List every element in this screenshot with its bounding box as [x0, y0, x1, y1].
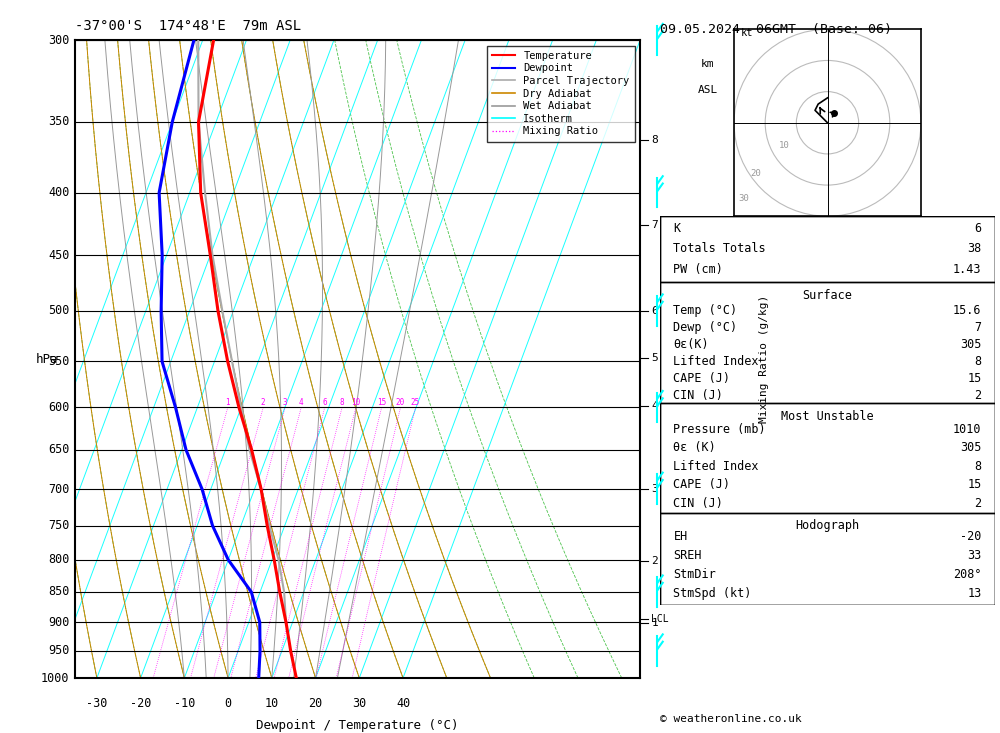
Text: 15: 15 — [377, 399, 386, 408]
Text: 500: 500 — [48, 304, 69, 317]
Text: km: km — [701, 59, 715, 70]
Text: 6: 6 — [322, 399, 327, 408]
Text: 13: 13 — [967, 587, 982, 600]
Text: EH: EH — [673, 530, 688, 542]
Text: -10: -10 — [174, 697, 195, 710]
Text: 350: 350 — [48, 116, 69, 128]
Text: 10: 10 — [351, 399, 360, 408]
Text: 30: 30 — [352, 697, 366, 710]
Legend: Temperature, Dewpoint, Parcel Trajectory, Dry Adiabat, Wet Adiabat, Isotherm, Mi: Temperature, Dewpoint, Parcel Trajectory… — [487, 45, 635, 141]
Text: 20: 20 — [396, 399, 405, 408]
Text: Pressure (mb): Pressure (mb) — [673, 423, 766, 436]
Text: Dewp (°C): Dewp (°C) — [673, 321, 738, 334]
Text: LCL: LCL — [651, 614, 669, 625]
Text: © weatheronline.co.uk: © weatheronline.co.uk — [660, 714, 802, 724]
Text: 1010: 1010 — [953, 423, 982, 436]
Text: 900: 900 — [48, 616, 69, 629]
Text: 8: 8 — [974, 460, 982, 473]
Text: 650: 650 — [48, 443, 69, 457]
Text: StmDir: StmDir — [673, 568, 716, 581]
Text: 550: 550 — [48, 355, 69, 368]
Text: 15.6: 15.6 — [953, 304, 982, 317]
Text: Surface: Surface — [803, 290, 852, 303]
Text: 400: 400 — [48, 186, 69, 199]
Text: hPa: hPa — [36, 353, 58, 366]
Text: 850: 850 — [48, 586, 69, 598]
Text: ASL: ASL — [698, 85, 718, 95]
Text: 305: 305 — [960, 441, 982, 454]
Text: CAPE (J): CAPE (J) — [673, 372, 730, 385]
Text: 2: 2 — [651, 556, 658, 566]
Text: 25: 25 — [411, 399, 420, 408]
Text: 8: 8 — [651, 135, 658, 145]
Text: 4: 4 — [651, 401, 658, 410]
Text: 208°: 208° — [953, 568, 982, 581]
Text: 950: 950 — [48, 644, 69, 658]
Text: 10: 10 — [779, 141, 789, 150]
Text: -20: -20 — [130, 697, 151, 710]
Text: Dewpoint / Temperature (°C): Dewpoint / Temperature (°C) — [256, 720, 459, 732]
Text: SREH: SREH — [673, 549, 702, 561]
Text: 2: 2 — [261, 399, 266, 408]
Text: 600: 600 — [48, 401, 69, 414]
Text: 7: 7 — [974, 321, 982, 334]
Text: 8: 8 — [340, 399, 344, 408]
Text: StmSpd (kt): StmSpd (kt) — [673, 587, 752, 600]
Text: 09.05.2024  06GMT  (Base: 06): 09.05.2024 06GMT (Base: 06) — [660, 23, 892, 37]
Text: kt: kt — [740, 28, 753, 37]
Text: Mixing Ratio (g/kg): Mixing Ratio (g/kg) — [759, 295, 769, 423]
Text: -20: -20 — [960, 530, 982, 542]
Text: CIN (J): CIN (J) — [673, 388, 723, 402]
Text: CIN (J): CIN (J) — [673, 497, 723, 510]
Text: 4: 4 — [299, 399, 304, 408]
Text: 1.43: 1.43 — [953, 263, 982, 276]
Text: Hodograph: Hodograph — [795, 519, 860, 531]
Text: 20: 20 — [750, 169, 761, 177]
Text: 10: 10 — [265, 697, 279, 710]
Text: 20: 20 — [308, 697, 323, 710]
Text: 800: 800 — [48, 553, 69, 567]
Text: Most Unstable: Most Unstable — [781, 410, 874, 423]
Text: Lifted Index: Lifted Index — [673, 355, 759, 368]
Text: Lifted Index: Lifted Index — [673, 460, 759, 473]
Text: 1000: 1000 — [41, 671, 69, 685]
Text: Totals Totals: Totals Totals — [673, 242, 766, 255]
Text: 15: 15 — [967, 372, 982, 385]
Text: 5: 5 — [651, 353, 658, 363]
Text: 750: 750 — [48, 519, 69, 532]
Text: 1: 1 — [225, 399, 230, 408]
Text: -30: -30 — [86, 697, 108, 710]
Text: 3: 3 — [651, 484, 658, 494]
Text: 7: 7 — [651, 220, 658, 230]
Text: 300: 300 — [48, 34, 69, 47]
Text: 33: 33 — [967, 549, 982, 561]
Text: 8: 8 — [974, 355, 982, 368]
Text: θε(K): θε(K) — [673, 338, 709, 351]
Text: 700: 700 — [48, 482, 69, 496]
Text: 0: 0 — [225, 697, 232, 710]
Text: CAPE (J): CAPE (J) — [673, 479, 730, 491]
Text: Temp (°C): Temp (°C) — [673, 304, 738, 317]
Text: 1: 1 — [651, 619, 658, 628]
Text: 6: 6 — [974, 221, 982, 235]
Text: 450: 450 — [48, 248, 69, 262]
Text: -37°00'S  174°48'E  79m ASL: -37°00'S 174°48'E 79m ASL — [75, 18, 301, 33]
Text: PW (cm): PW (cm) — [673, 263, 723, 276]
Text: K: K — [673, 221, 681, 235]
Text: 2: 2 — [974, 497, 982, 510]
Text: 6: 6 — [651, 306, 658, 316]
Text: 3: 3 — [283, 399, 287, 408]
Text: 15: 15 — [967, 479, 982, 491]
Text: 30: 30 — [738, 194, 749, 202]
Text: 40: 40 — [396, 697, 410, 710]
Text: θε (K): θε (K) — [673, 441, 716, 454]
Text: 38: 38 — [967, 242, 982, 255]
Text: 305: 305 — [960, 338, 982, 351]
Text: 2: 2 — [974, 388, 982, 402]
